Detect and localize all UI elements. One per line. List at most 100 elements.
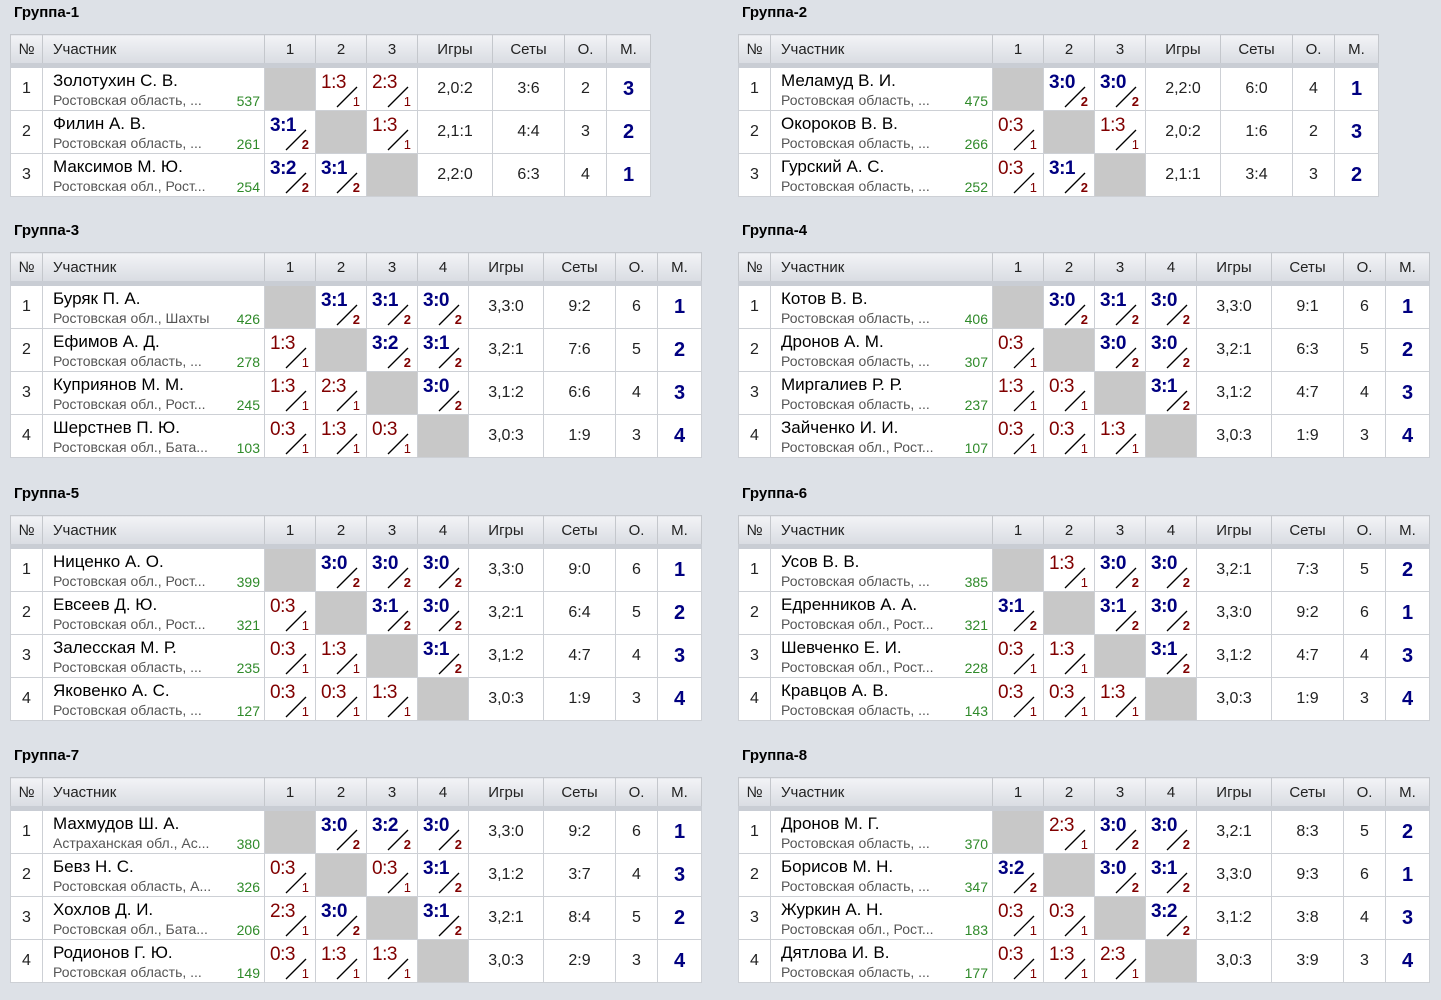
player-cell[interactable]: Яковенко А. С. Ростовская область, ... 127: [42, 677, 265, 721]
match-score[interactable]: 3:2: [372, 815, 398, 836]
match-score[interactable]: 3:0: [1100, 333, 1126, 354]
header-opponent[interactable]: 4: [417, 252, 469, 284]
header-opponent[interactable]: 1: [992, 515, 1044, 547]
match-cell[interactable]: 0:3 1: [264, 591, 316, 635]
header-opponent[interactable]: 1: [264, 34, 316, 66]
match-score[interactable]: 1:3: [998, 376, 1023, 397]
header-points[interactable]: О.: [564, 34, 607, 66]
header-sets[interactable]: Сеты: [543, 515, 616, 547]
match-score[interactable]: 0:3: [1049, 419, 1074, 440]
match-cell[interactable]: 3:1 2: [992, 591, 1044, 635]
match-cell[interactable]: 3:0 2: [1043, 63, 1095, 111]
match-score[interactable]: 1:3: [1100, 682, 1125, 703]
match-score[interactable]: 1:3: [372, 115, 397, 136]
match-score[interactable]: 0:3: [998, 333, 1023, 354]
header-opponent[interactable]: 2: [315, 252, 367, 284]
player-cell[interactable]: Родионов Г. Ю. Ростовская область, ... 149: [42, 939, 265, 983]
player-cell[interactable]: Дронов А. М. Ростовская область, ... 307: [770, 328, 993, 372]
header-sets[interactable]: Сеты: [1271, 252, 1344, 284]
player-name[interactable]: Хохлов Д. И.: [53, 900, 154, 919]
match-cell[interactable]: 3:0 2: [1145, 544, 1197, 592]
match-cell[interactable]: 3:0 2: [1145, 328, 1197, 372]
player-name[interactable]: Буряк П. А.: [53, 289, 141, 308]
header-sets[interactable]: Сеты: [543, 777, 616, 809]
player-name[interactable]: Шевченко Е. И.: [781, 638, 902, 657]
header-games[interactable]: Игры: [468, 252, 544, 284]
player-name[interactable]: Журкин А. Н.: [781, 900, 884, 919]
player-cell[interactable]: Зайченко И. И. Ростовская обл., Рост... 10…: [770, 414, 993, 458]
player-name[interactable]: Филин А. В.: [53, 114, 146, 133]
match-cell[interactable]: 3:1 2: [1145, 634, 1197, 678]
table-row[interactable]: 1 Золотухин С. В. Ростовская область, ... 5…: [10, 63, 651, 111]
table-row[interactable]: 1 Меламуд В. И. Ростовская область, ... 475…: [738, 63, 1379, 111]
match-score[interactable]: 1:3: [270, 376, 295, 397]
match-cell[interactable]: 3:0 2: [1094, 806, 1146, 854]
header-participant[interactable]: Участник: [42, 252, 265, 284]
table-row[interactable]: 1 Буряк П. А. Ростовская обл., Шахты 426 3:1…: [10, 281, 702, 329]
match-cell[interactable]: 0:3 1: [992, 939, 1044, 983]
header-opponent[interactable]: 3: [366, 777, 418, 809]
match-score[interactable]: 3:0: [321, 901, 347, 922]
header-points[interactable]: О.: [1292, 34, 1335, 66]
table-row[interactable]: 2 Окороков В. В. Ростовская область, ... 26…: [738, 110, 1379, 154]
table-row[interactable]: 3 Журкин А. Н. Ростовская обл., Рост... 183…: [738, 896, 1430, 940]
match-score[interactable]: 1:3: [321, 419, 346, 440]
match-cell[interactable]: 3:0 2: [1145, 591, 1197, 635]
header-opponent[interactable]: 4: [417, 777, 469, 809]
player-name[interactable]: Дятлова И. В.: [781, 943, 890, 962]
match-cell[interactable]: 1:3 1: [1043, 634, 1095, 678]
match-cell[interactable]: 3:2 2: [264, 153, 316, 197]
match-score[interactable]: 0:3: [321, 682, 346, 703]
match-cell[interactable]: 3:0 2: [1094, 63, 1146, 111]
match-cell[interactable]: 1:3 1: [315, 63, 367, 111]
table-row[interactable]: 2 Борисов М. Н. Ростовская область, ... 347…: [738, 853, 1430, 897]
header-games[interactable]: Игры: [468, 777, 544, 809]
header-sets[interactable]: Сеты: [1271, 515, 1344, 547]
header-games[interactable]: Игры: [1196, 252, 1272, 284]
header-opponent[interactable]: 2: [1043, 515, 1095, 547]
player-cell[interactable]: Усов В. В. Ростовская область, ... 385: [770, 544, 993, 592]
match-score[interactable]: 0:3: [998, 419, 1023, 440]
player-cell[interactable]: Шерстнев П. Ю. Ростовская обл., Бата... 10…: [42, 414, 265, 458]
match-score[interactable]: 0:3: [998, 901, 1023, 922]
match-score[interactable]: 3:1: [321, 290, 347, 311]
match-cell[interactable]: 3:0 2: [315, 806, 367, 854]
player-cell[interactable]: Филин А. В. Ростовская область, ... 261: [42, 110, 265, 154]
match-cell[interactable]: 1:3 1: [1043, 544, 1095, 592]
match-cell[interactable]: 1:3 1: [366, 939, 418, 983]
match-cell[interactable]: 3:0 2: [1094, 853, 1146, 897]
header-participant[interactable]: Участник: [770, 34, 993, 66]
match-cell[interactable]: 1:3 1: [264, 328, 316, 372]
match-cell[interactable]: 3:1 2: [417, 328, 469, 372]
table-row[interactable]: 4 Зайченко И. И. Ростовская обл., Рост... 1…: [738, 414, 1430, 458]
header-points[interactable]: О.: [1343, 252, 1386, 284]
match-cell[interactable]: 3:0 2: [417, 544, 469, 592]
match-score[interactable]: 3:0: [423, 553, 449, 574]
header-place[interactable]: М.: [657, 777, 702, 809]
match-cell[interactable]: 0:3 1: [992, 896, 1044, 940]
header-opponent[interactable]: 1: [992, 252, 1044, 284]
player-cell[interactable]: Гурский А. С. Ростовская область, ... 252: [770, 153, 993, 197]
match-score[interactable]: 3:1: [372, 290, 398, 311]
player-name[interactable]: Меламуд В. И.: [781, 71, 896, 90]
player-cell[interactable]: Ефимов А. Д. Ростовская область, ... 278: [42, 328, 265, 372]
match-cell[interactable]: 1:3 1: [1094, 414, 1146, 458]
match-cell[interactable]: 3:1 2: [366, 281, 418, 329]
match-score[interactable]: 3:1: [1151, 376, 1177, 397]
match-score[interactable]: 0:3: [1049, 376, 1074, 397]
match-cell[interactable]: 0:3 1: [264, 634, 316, 678]
header-opponent[interactable]: 4: [417, 515, 469, 547]
table-row[interactable]: 3 Куприянов М. М. Ростовская обл., Рост...…: [10, 371, 702, 415]
match-score[interactable]: 2:3: [270, 901, 295, 922]
header-games[interactable]: Игры: [1196, 777, 1272, 809]
match-score[interactable]: 3:1: [270, 115, 296, 136]
header-participant[interactable]: Участник: [770, 515, 993, 547]
match-score[interactable]: 3:0: [1049, 72, 1075, 93]
match-cell[interactable]: 3:1 2: [366, 591, 418, 635]
header-opponent[interactable]: 1: [264, 777, 316, 809]
player-cell[interactable]: Окороков В. В. Ростовская область, ... 266: [770, 110, 993, 154]
match-cell[interactable]: 0:3 1: [992, 153, 1044, 197]
player-name[interactable]: Усов В. В.: [781, 552, 860, 571]
header-opponent[interactable]: 1: [264, 515, 316, 547]
header-opponent[interactable]: 1: [992, 777, 1044, 809]
